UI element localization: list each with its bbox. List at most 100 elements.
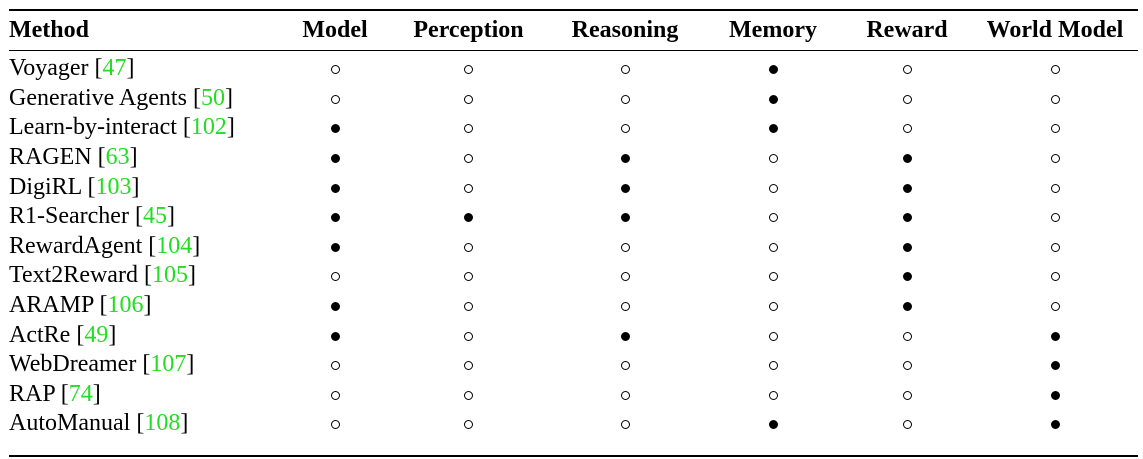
method-name-cell: DigiRL [103] xyxy=(9,172,279,202)
table-row: Generative Agents [50] xyxy=(9,84,1138,114)
filled-circle-icon xyxy=(768,124,778,134)
filled-circle-icon xyxy=(1050,390,1060,400)
cell-world-model xyxy=(972,261,1138,291)
empty-circle-icon xyxy=(620,361,630,371)
cell-perception xyxy=(391,261,546,291)
citation-open-bracket: [ xyxy=(143,262,152,289)
method-name-cell: R1-Searcher [45] xyxy=(9,202,279,232)
citation-link[interactable]: 108 xyxy=(144,410,181,437)
method-name-cell: WebDreamer [107] xyxy=(9,350,279,380)
method-name: Text2Reward xyxy=(9,262,144,289)
cell-world-model xyxy=(972,50,1138,84)
cell-perception xyxy=(391,143,546,173)
citation-open-bracket: [ xyxy=(142,351,151,378)
citation-open-bracket: [ xyxy=(76,321,85,348)
citation-link[interactable]: 45 xyxy=(142,203,167,230)
empty-circle-icon xyxy=(902,124,912,134)
cell-reasoning xyxy=(546,232,704,262)
filled-circle-icon xyxy=(620,213,630,223)
column-header-method: Method xyxy=(9,17,89,43)
cell-world-model xyxy=(972,291,1138,321)
empty-circle-icon xyxy=(464,420,473,430)
citation-close-bracket: ] xyxy=(143,292,152,319)
table-row: Text2Reward [105] xyxy=(9,261,1138,291)
empty-circle-icon xyxy=(902,361,912,371)
cell-reasoning xyxy=(546,50,704,84)
cell-model xyxy=(279,261,391,291)
cell-reward xyxy=(842,232,972,262)
filled-circle-icon xyxy=(330,302,340,312)
cell-world-model xyxy=(972,320,1138,350)
cell-model xyxy=(279,202,391,232)
cell-model xyxy=(279,320,391,350)
citation-link[interactable]: 47 xyxy=(102,55,127,82)
method-comparison-table: Method Model Perception Reasoning Memory… xyxy=(9,11,1138,439)
column-header-memory: Memory xyxy=(729,17,817,43)
cell-reward xyxy=(842,409,972,439)
filled-circle-icon xyxy=(768,420,778,430)
cell-reward xyxy=(842,350,972,380)
citation-open-bracket: [ xyxy=(94,55,103,82)
cell-perception xyxy=(391,50,546,84)
empty-circle-icon xyxy=(330,390,340,400)
table-row: ActRe [49] xyxy=(9,320,1138,350)
empty-circle-icon xyxy=(1050,183,1060,193)
citation-link[interactable]: 106 xyxy=(107,292,144,319)
empty-circle-icon xyxy=(330,94,340,104)
empty-circle-icon xyxy=(902,65,912,75)
cell-model xyxy=(279,409,391,439)
empty-circle-icon xyxy=(902,390,912,400)
method-name: ARAMP xyxy=(9,292,100,319)
empty-circle-icon xyxy=(464,154,473,164)
cell-memory xyxy=(704,84,842,114)
cell-perception xyxy=(391,291,546,321)
cell-reward xyxy=(842,143,972,173)
filled-circle-icon xyxy=(330,154,340,164)
cell-reward xyxy=(842,320,972,350)
citation-link[interactable]: 105 xyxy=(151,262,188,289)
filled-circle-icon xyxy=(902,302,912,312)
citation-link[interactable]: 103 xyxy=(95,173,132,200)
column-header-world-model: World Model xyxy=(986,17,1124,43)
method-name-cell: AutoManual [108] xyxy=(9,409,279,439)
cell-reward xyxy=(842,291,972,321)
method-name: AutoManual xyxy=(9,410,137,437)
citation-link[interactable]: 74 xyxy=(68,380,93,407)
empty-circle-icon xyxy=(330,65,340,75)
citation-open-bracket: [ xyxy=(182,114,191,141)
citation-link[interactable]: 102 xyxy=(190,114,227,141)
top-rule xyxy=(9,9,1138,11)
empty-circle-icon xyxy=(1050,154,1060,164)
empty-circle-icon xyxy=(464,390,473,400)
empty-circle-icon xyxy=(464,272,473,282)
method-name-cell: RAP [74] xyxy=(9,380,279,410)
filled-circle-icon xyxy=(330,331,340,341)
empty-circle-icon xyxy=(1050,242,1060,252)
empty-circle-icon xyxy=(768,183,778,193)
citation-close-bracket: ] xyxy=(126,55,135,82)
empty-circle-icon xyxy=(620,65,630,75)
filled-circle-icon xyxy=(330,183,340,193)
filled-circle-icon xyxy=(620,183,630,193)
citation-link[interactable]: 50 xyxy=(200,84,225,111)
citation-link[interactable]: 49 xyxy=(84,321,109,348)
cell-memory xyxy=(704,320,842,350)
empty-circle-icon xyxy=(620,94,630,104)
cell-reasoning xyxy=(546,350,704,380)
method-name-cell: ActRe [49] xyxy=(9,320,279,350)
citation-link[interactable]: 63 xyxy=(105,144,130,171)
cell-memory xyxy=(704,380,842,410)
cell-reward xyxy=(842,50,972,84)
cell-model xyxy=(279,232,391,262)
method-name: RewardAgent xyxy=(9,232,149,259)
table-row: WebDreamer [107] xyxy=(9,350,1138,380)
citation-link[interactable]: 104 xyxy=(156,232,193,259)
column-header-reasoning: Reasoning xyxy=(571,17,679,43)
cell-reward xyxy=(842,380,972,410)
method-name-cell: ARAMP [106] xyxy=(9,291,279,321)
empty-circle-icon xyxy=(620,124,630,134)
filled-circle-icon xyxy=(330,124,340,134)
empty-circle-icon xyxy=(464,361,473,371)
citation-link[interactable]: 107 xyxy=(150,351,187,378)
filled-circle-icon xyxy=(1050,361,1060,371)
